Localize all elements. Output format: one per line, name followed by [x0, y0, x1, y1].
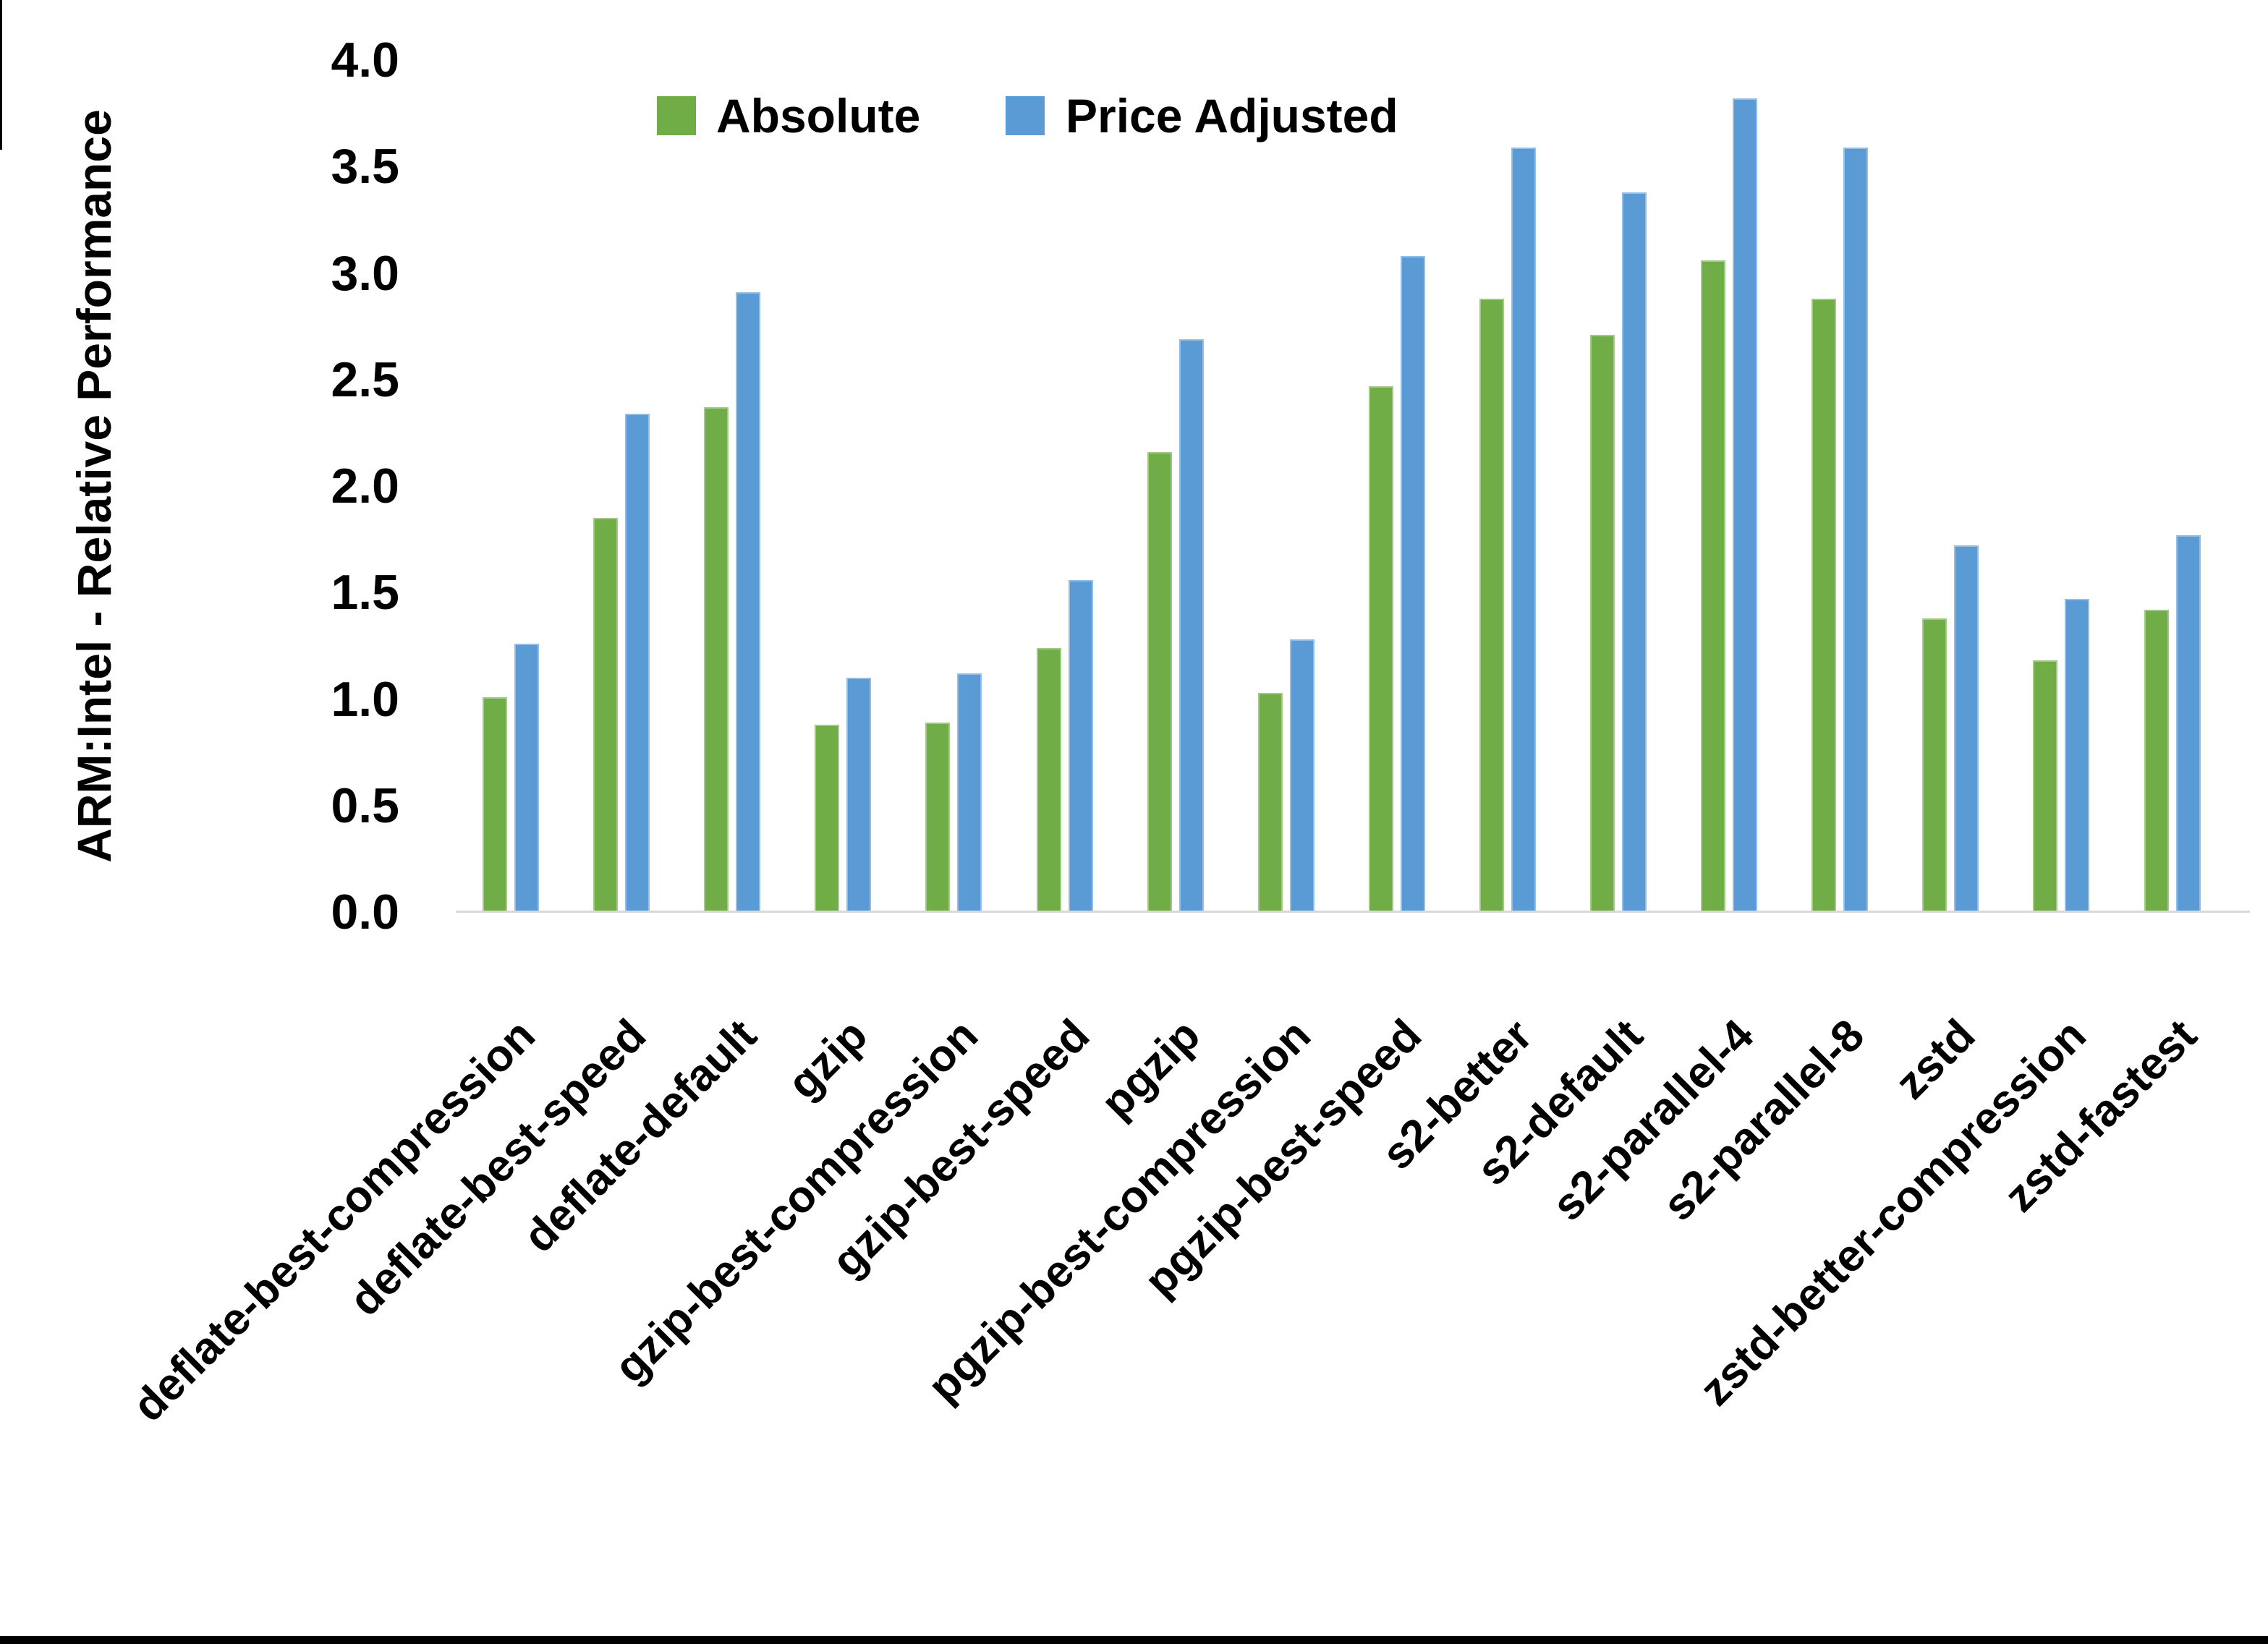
bar-absolute — [1590, 335, 1615, 912]
legend-swatch-price-adjusted — [1006, 96, 1045, 135]
bar-price-adjusted — [1622, 192, 1647, 912]
y-tick-label: 0.5 — [331, 778, 399, 833]
bar-price-adjusted — [1954, 545, 1979, 912]
y-tick-label: 3.5 — [331, 139, 399, 195]
x-category-label: gzip — [778, 1010, 878, 1110]
bar-price-adjusted — [1179, 339, 1204, 912]
legend-label-absolute: Absolute — [716, 89, 921, 142]
bar-absolute — [2144, 610, 2169, 912]
bar-price-adjusted — [2176, 535, 2201, 912]
bar-price-adjusted — [1401, 256, 1425, 912]
bar-price-adjusted — [1733, 98, 1757, 912]
bar-absolute — [925, 723, 950, 912]
bar-absolute — [1258, 693, 1283, 912]
y-tick-label: 1.5 — [331, 565, 399, 621]
bar-absolute — [1479, 299, 1504, 912]
x-category-label: zstd — [1885, 1010, 1985, 1110]
figure-bottom-border — [0, 1636, 2268, 1644]
bar-price-adjusted — [736, 292, 760, 912]
y-tick-label: 3.0 — [331, 245, 399, 301]
y-axis-title: ARM:Intel - Relative Performance — [67, 109, 121, 863]
bar-absolute — [1922, 618, 1947, 912]
y-tick-label: 0.0 — [331, 885, 399, 940]
bar-price-adjusted — [846, 678, 871, 912]
bar-absolute — [1701, 260, 1725, 912]
bar-absolute — [815, 725, 839, 912]
bar-absolute — [1037, 648, 1061, 912]
legend-swatch-absolute — [657, 96, 696, 135]
bar-price-adjusted — [1290, 639, 1314, 912]
y-tick-label: 2.5 — [331, 352, 399, 407]
bar-absolute — [1812, 299, 1836, 912]
bar-price-adjusted — [1843, 148, 1868, 912]
y-tick-label: 1.0 — [331, 671, 399, 727]
bar-price-adjusted — [957, 673, 982, 912]
bar-absolute — [2033, 660, 2057, 912]
x-category-label: deflate-best-compression — [124, 1010, 545, 1431]
bar-absolute — [593, 518, 618, 912]
legend-label-price-adjusted: Price Adjusted — [1066, 89, 1398, 142]
bar-price-adjusted — [2065, 599, 2089, 912]
bar-price-adjusted — [514, 644, 539, 912]
bar-absolute — [704, 407, 729, 912]
figure-left-border — [0, 0, 2, 150]
bar-absolute — [483, 697, 507, 912]
y-tick-label: 2.0 — [331, 459, 399, 514]
x-axis-line — [456, 911, 2250, 913]
bar-price-adjusted — [625, 414, 650, 912]
bar-price-adjusted — [1069, 580, 1093, 912]
bar-price-adjusted — [1511, 148, 1536, 912]
y-tick-label: 4.0 — [331, 33, 399, 88]
bar-absolute — [1147, 452, 1172, 912]
bar-absolute — [1369, 386, 1393, 912]
